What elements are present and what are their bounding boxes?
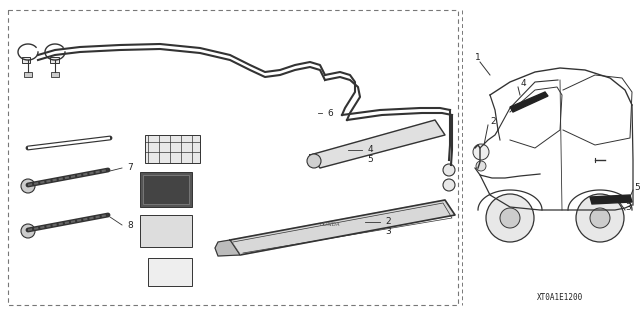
Text: 1: 1 [475, 54, 481, 63]
Circle shape [576, 194, 624, 242]
Bar [140, 215, 192, 247]
Polygon shape [230, 200, 455, 255]
Circle shape [473, 144, 489, 160]
Circle shape [443, 179, 455, 191]
Text: 7: 7 [127, 164, 133, 173]
Text: 2: 2 [385, 218, 391, 226]
Polygon shape [310, 120, 445, 168]
Circle shape [486, 194, 534, 242]
Bar [143, 175, 189, 204]
Text: 8: 8 [127, 220, 133, 229]
Circle shape [21, 224, 35, 238]
Text: 3: 3 [625, 204, 631, 212]
Polygon shape [215, 240, 240, 256]
Bar [50, 57, 59, 63]
Text: 2: 2 [490, 117, 496, 127]
Bar [148, 258, 192, 286]
Text: 3: 3 [385, 226, 391, 235]
Text: 5: 5 [634, 183, 640, 192]
Bar [145, 135, 200, 163]
Bar [24, 72, 32, 77]
Polygon shape [590, 195, 632, 204]
Circle shape [590, 208, 610, 228]
Text: 4: 4 [367, 145, 373, 154]
Circle shape [443, 164, 455, 176]
Circle shape [21, 179, 35, 193]
Bar [51, 72, 59, 77]
Circle shape [307, 154, 321, 168]
Text: 4: 4 [520, 79, 526, 88]
Bar [8, 10, 458, 305]
Circle shape [476, 161, 486, 171]
Text: 6: 6 [327, 108, 333, 117]
Bar [22, 57, 30, 63]
Polygon shape [510, 92, 548, 112]
Text: HONDA: HONDA [320, 222, 340, 227]
Text: XT0A1E1200: XT0A1E1200 [537, 293, 583, 302]
Bar [140, 172, 192, 207]
Circle shape [500, 208, 520, 228]
Text: 5: 5 [367, 154, 373, 164]
